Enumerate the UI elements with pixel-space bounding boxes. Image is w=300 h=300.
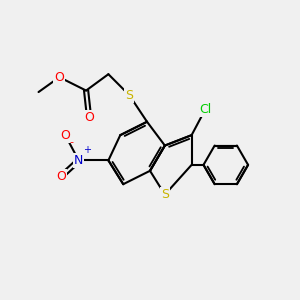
Text: O: O bbox=[54, 71, 64, 84]
Text: -: - bbox=[70, 137, 74, 147]
Text: N: N bbox=[74, 154, 83, 167]
Text: S: S bbox=[125, 88, 133, 101]
Text: Cl: Cl bbox=[199, 103, 211, 116]
Text: O: O bbox=[56, 170, 66, 183]
Text: O: O bbox=[60, 129, 70, 142]
Text: O: O bbox=[84, 111, 94, 124]
Text: +: + bbox=[83, 145, 91, 155]
Text: S: S bbox=[161, 188, 169, 201]
